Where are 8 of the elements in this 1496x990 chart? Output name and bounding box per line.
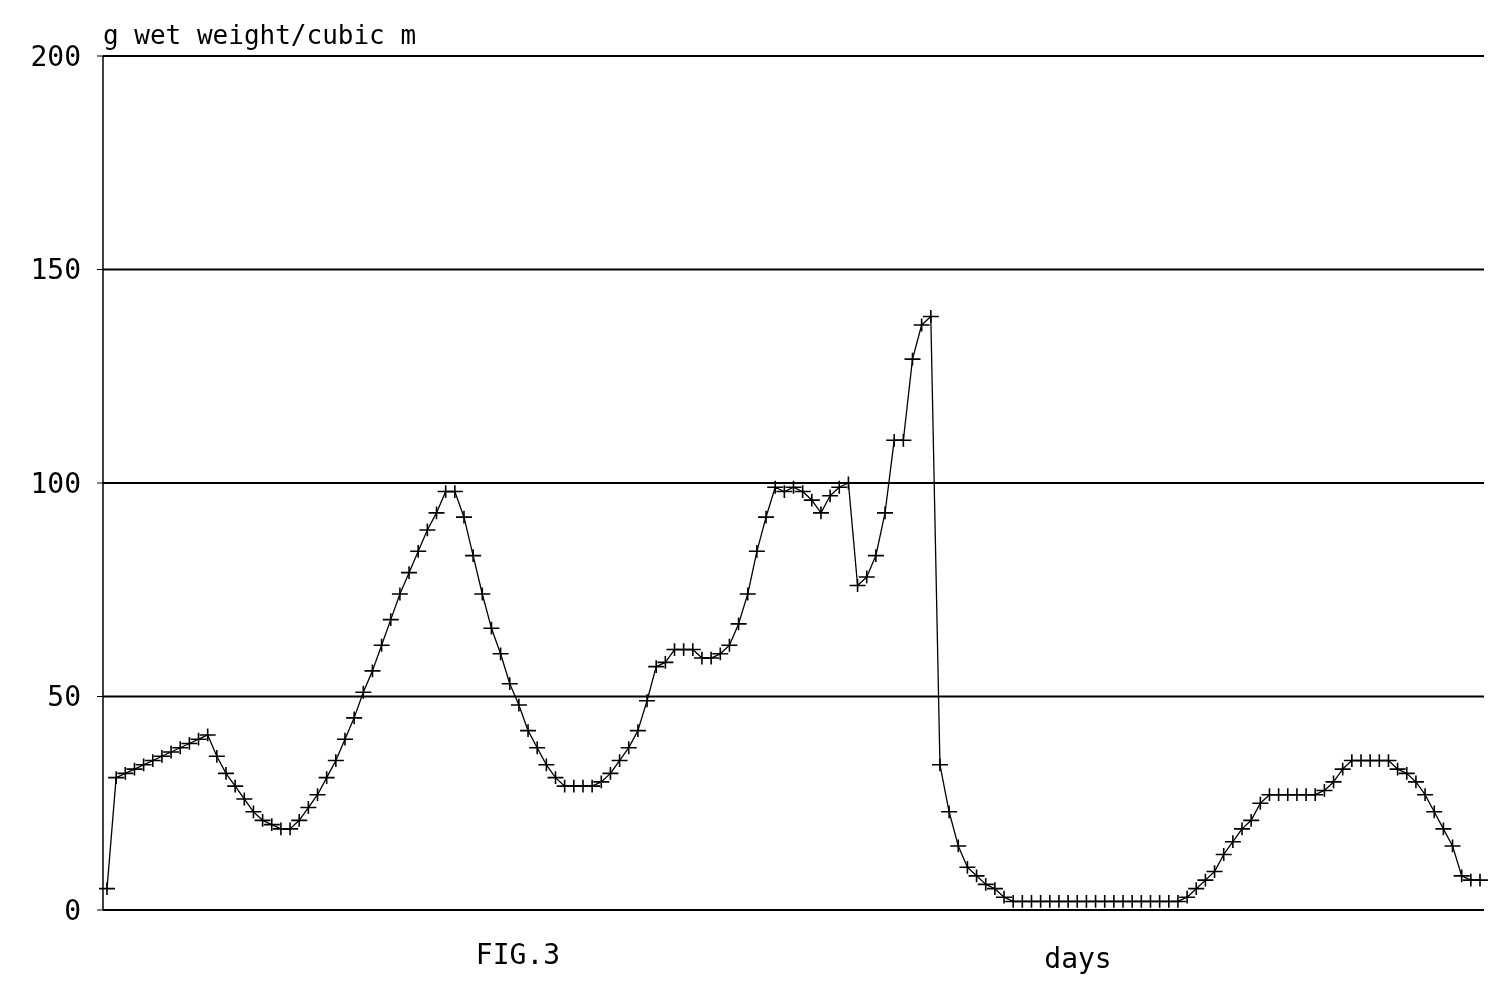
y-tick-label: 100 [30, 466, 81, 500]
y-axis-title: g wet weight/cubic m [103, 20, 417, 50]
y-tick-label: 150 [30, 253, 81, 287]
x-axis-title: days [1044, 942, 1112, 975]
y-tick-label: 0 [64, 893, 81, 927]
y-tick-label: 50 [47, 680, 81, 714]
y-tick-label: 200 [30, 39, 81, 73]
caption: FIG.3 [475, 938, 561, 971]
